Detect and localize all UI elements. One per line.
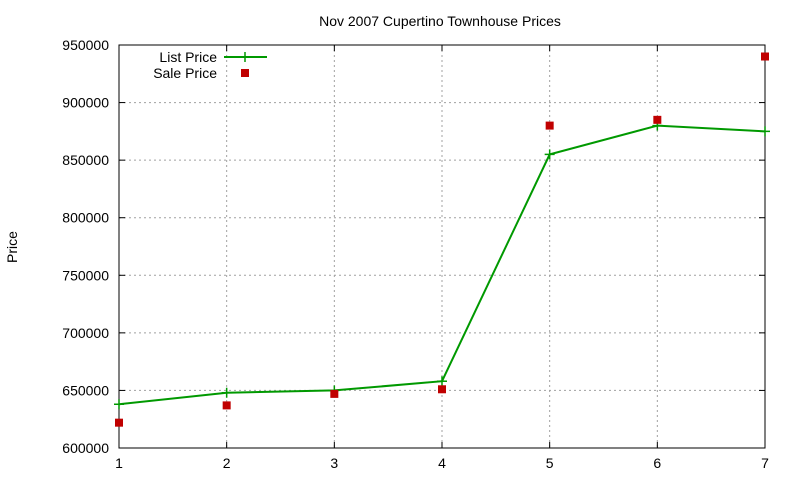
y-tick-label: 800000 — [62, 210, 109, 226]
data-point — [544, 149, 555, 160]
x-tick-label: 1 — [115, 455, 123, 471]
legend-label: List Price — [159, 49, 217, 65]
y-tick-label: 850000 — [62, 152, 109, 168]
y-tick-label: 700000 — [62, 325, 109, 341]
y-axis-label: Price — [4, 231, 20, 263]
data-point — [653, 115, 662, 124]
data-point — [761, 52, 769, 61]
data-point — [222, 401, 231, 410]
data-point — [545, 121, 554, 130]
y-tick-label: 600000 — [62, 440, 109, 456]
y-tick-label: 650000 — [62, 382, 109, 398]
y-axis-ticks: 600000 650000 700000 750000 800000 850000 9000… — [62, 37, 765, 456]
series-line — [118, 124, 766, 406]
data-point — [115, 418, 123, 427]
legend-label: Sale Price — [153, 65, 217, 81]
data-point — [438, 385, 446, 394]
data-point — [760, 126, 770, 137]
data-point — [437, 376, 447, 387]
x-axis-ticks: 1 2 3 4 5 6 7 — [115, 45, 769, 471]
x-tick-label: 5 — [546, 455, 554, 471]
y-tick-label: 950000 — [62, 37, 109, 53]
data-point — [114, 399, 124, 410]
data-point — [330, 389, 339, 398]
legend-marker — [241, 69, 249, 77]
x-tick-label: 4 — [438, 455, 446, 471]
series-layer — [114, 52, 770, 427]
series-sale-price — [115, 52, 769, 427]
chart-title: Nov 2007 Cupertino Townhouse Prices — [319, 13, 561, 29]
x-tick-label: 7 — [761, 455, 769, 471]
x-tick-label: 6 — [653, 455, 661, 471]
legend-marker — [240, 52, 250, 62]
x-tick-label: 3 — [330, 455, 338, 471]
y-tick-label: 900000 — [62, 95, 109, 111]
y-tick-label: 750000 — [62, 267, 109, 283]
data-point — [221, 387, 232, 398]
x-tick-label: 2 — [223, 455, 231, 471]
